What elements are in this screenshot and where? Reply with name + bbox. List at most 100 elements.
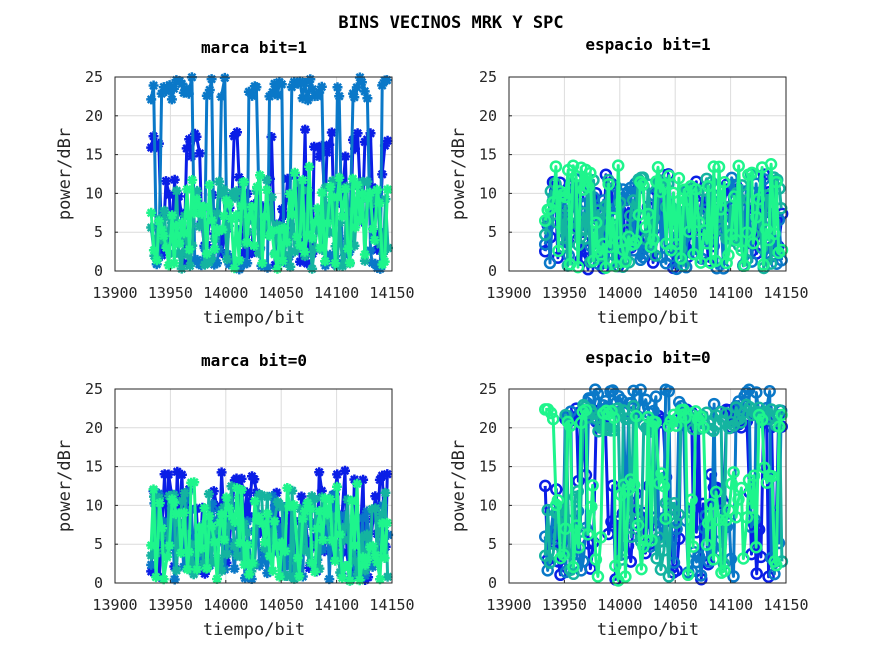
data-point bbox=[191, 131, 202, 142]
data-point bbox=[213, 226, 224, 237]
data-point bbox=[227, 188, 238, 199]
data-point bbox=[657, 479, 671, 493]
data-point bbox=[226, 213, 237, 224]
x-tick-label: 13950 bbox=[542, 596, 587, 614]
data-point bbox=[609, 559, 622, 573]
data-point bbox=[344, 257, 355, 268]
data-point bbox=[244, 511, 254, 522]
data-point bbox=[639, 534, 653, 547]
x-tick-label: 13950 bbox=[148, 284, 193, 302]
data-point bbox=[727, 570, 740, 583]
data-point bbox=[339, 534, 350, 545]
data-point bbox=[662, 570, 676, 583]
y-tick-label: 10 bbox=[85, 184, 103, 202]
data-point bbox=[314, 151, 325, 162]
data-point bbox=[352, 128, 363, 139]
data-point bbox=[326, 127, 337, 138]
data-point bbox=[649, 416, 662, 429]
data-point bbox=[570, 548, 583, 561]
data-point bbox=[367, 182, 378, 193]
data-point bbox=[325, 494, 336, 505]
data-point bbox=[720, 407, 733, 420]
data-point bbox=[692, 550, 706, 563]
data-point bbox=[206, 253, 217, 264]
data-point bbox=[192, 185, 203, 196]
data-point bbox=[326, 191, 337, 202]
y-tick-label: 15 bbox=[479, 458, 497, 476]
data-point bbox=[257, 518, 268, 529]
data-point bbox=[176, 469, 187, 480]
data-point bbox=[584, 166, 597, 180]
data-point bbox=[360, 570, 371, 581]
data-point bbox=[269, 78, 280, 89]
data-point bbox=[557, 548, 570, 562]
data-point bbox=[697, 421, 710, 434]
data-point bbox=[718, 564, 731, 578]
data-point bbox=[340, 151, 351, 162]
axes-frame bbox=[114, 76, 393, 272]
data-point bbox=[382, 135, 393, 146]
data-point bbox=[556, 188, 570, 201]
data-point bbox=[244, 569, 254, 580]
y-tick-label: 20 bbox=[85, 107, 103, 125]
data-point bbox=[357, 513, 368, 524]
data-point bbox=[231, 210, 242, 221]
data-point bbox=[260, 537, 270, 548]
data-point bbox=[334, 217, 345, 228]
data-point bbox=[654, 185, 667, 198]
data-point bbox=[223, 520, 234, 531]
data-point bbox=[340, 465, 350, 476]
data-point bbox=[299, 246, 310, 257]
data-point bbox=[566, 159, 580, 173]
data-point bbox=[174, 238, 185, 249]
data-point bbox=[571, 260, 585, 274]
data-point bbox=[184, 260, 195, 271]
data-point bbox=[330, 258, 341, 269]
x-tick-label: 14150 bbox=[369, 596, 414, 614]
data-point bbox=[380, 194, 391, 205]
data-point bbox=[382, 75, 392, 86]
y-tick-label: 5 bbox=[488, 223, 497, 241]
data-point bbox=[589, 553, 603, 566]
data-point bbox=[600, 423, 613, 437]
data-point bbox=[151, 255, 162, 266]
data-point bbox=[158, 574, 169, 585]
data-point bbox=[346, 495, 357, 506]
data-point bbox=[214, 176, 225, 187]
data-point bbox=[350, 143, 360, 154]
data-point bbox=[312, 142, 323, 153]
data-point bbox=[360, 565, 371, 576]
data-point bbox=[659, 512, 672, 526]
data-point bbox=[334, 529, 345, 540]
data-point bbox=[677, 259, 690, 272]
data-point bbox=[677, 403, 690, 416]
data-point bbox=[642, 207, 655, 221]
data-point bbox=[257, 555, 268, 566]
data-point bbox=[365, 187, 376, 198]
data-point bbox=[183, 486, 194, 497]
data-point bbox=[218, 184, 229, 195]
data-point bbox=[189, 477, 200, 488]
data-point bbox=[251, 82, 262, 93]
data-point bbox=[379, 256, 390, 267]
data-point bbox=[576, 554, 590, 568]
data-point bbox=[337, 572, 348, 583]
data-point bbox=[312, 223, 322, 234]
data-point bbox=[154, 498, 165, 509]
data-point bbox=[362, 193, 373, 204]
data-point bbox=[709, 254, 722, 268]
data-point bbox=[216, 91, 227, 102]
data-point bbox=[257, 258, 268, 269]
data-point bbox=[243, 211, 254, 222]
data-point bbox=[282, 483, 293, 493]
data-point bbox=[582, 180, 595, 194]
data-point bbox=[755, 413, 769, 426]
data-point bbox=[206, 215, 217, 226]
data-point bbox=[179, 228, 189, 239]
data-point bbox=[309, 243, 320, 254]
data-point bbox=[655, 467, 668, 480]
data-point bbox=[765, 403, 778, 416]
data-point bbox=[312, 91, 323, 101]
data-point bbox=[547, 195, 560, 209]
data-point bbox=[234, 543, 245, 554]
